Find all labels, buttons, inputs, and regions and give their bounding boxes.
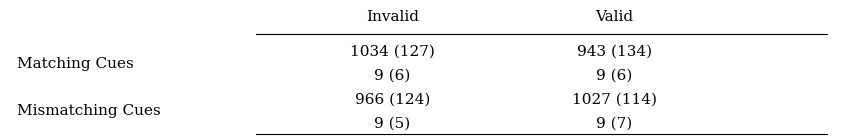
Text: Matching Cues: Matching Cues [17, 57, 134, 71]
Text: 9 (6): 9 (6) [374, 69, 410, 83]
Text: 966 (124): 966 (124) [354, 92, 429, 106]
Text: 1027 (114): 1027 (114) [571, 92, 656, 106]
Text: Mismatching Cues: Mismatching Cues [17, 104, 161, 118]
Text: 943 (134): 943 (134) [576, 45, 651, 59]
Text: 1034 (127): 1034 (127) [349, 45, 435, 59]
Text: 9 (7): 9 (7) [596, 116, 631, 130]
Text: 9 (5): 9 (5) [374, 116, 410, 130]
Text: 9 (6): 9 (6) [596, 69, 631, 83]
Text: Invalid: Invalid [366, 10, 418, 24]
Text: Valid: Valid [595, 10, 632, 24]
